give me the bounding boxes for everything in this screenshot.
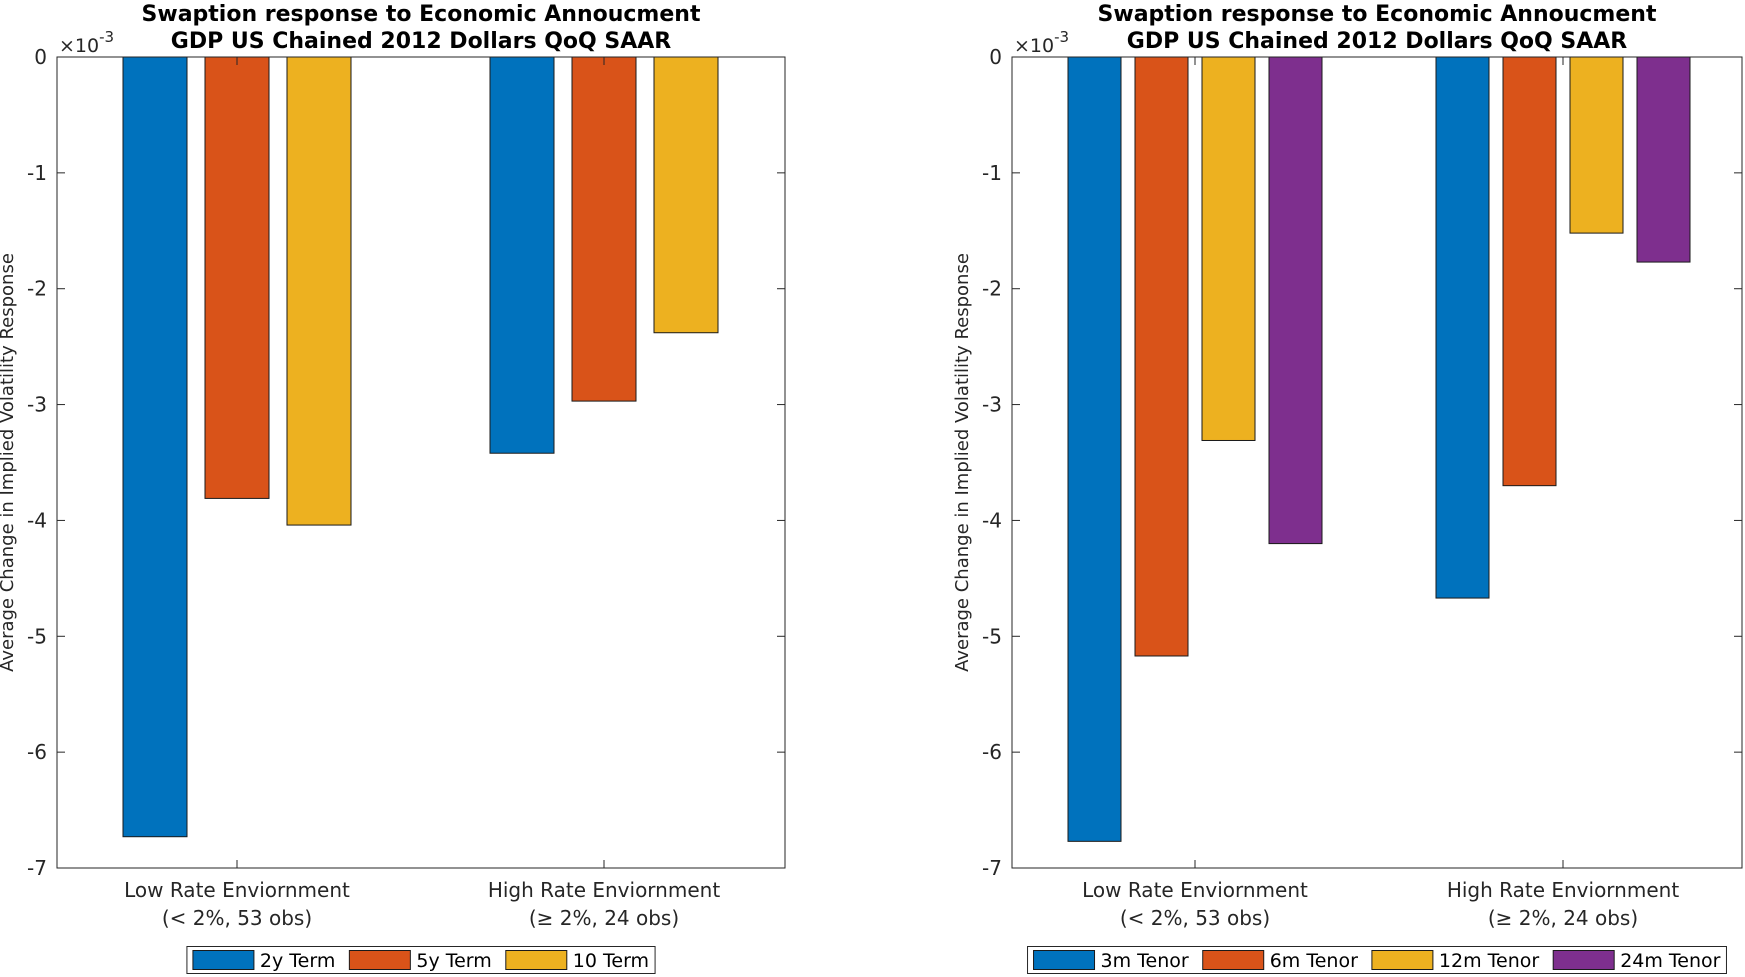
- y-tick-label: 0: [34, 45, 47, 69]
- legend-label-1: 2y Term: [260, 950, 335, 972]
- x-category-label-line: (< 2%, 53 obs): [1120, 906, 1270, 930]
- legend-box: [186, 946, 656, 974]
- y-tick-label: -4: [982, 508, 1002, 532]
- y-tick-label: 0: [989, 45, 1002, 69]
- bar-12m-tenor-group-1: [1201, 56, 1256, 441]
- y-tick-label: -2: [982, 277, 1002, 301]
- x-category-label-line: High Rate Enviornment: [488, 878, 720, 902]
- y-tick-label: -3: [27, 393, 47, 417]
- bar-12m-tenor-group-2: [1569, 56, 1624, 234]
- bar-6m-tenor-group-1: [1134, 56, 1189, 657]
- chart-panel-2: 0 -1 -2 -3 -4 -5 -6 -7 Low Rate Enviornment (< 2%…: [952, 2, 1743, 974]
- chart-title-line-2: GDP US Chained 2012 Dollars QoQ SAAR: [171, 29, 672, 54]
- y-exponent-label: ×10-3: [1014, 28, 1069, 57]
- legend-label-4: 24m Tenor: [1620, 950, 1720, 972]
- y-tick-label: -1: [982, 161, 1002, 185]
- y-tick-label: -1: [27, 161, 47, 185]
- legend-swatch-3: [505, 950, 568, 970]
- legend-label-2: 5y Term: [416, 950, 491, 972]
- bar-2y-term-group-2: [489, 56, 555, 454]
- legend-swatch-4: [1552, 950, 1615, 970]
- axes-frame: [1011, 56, 1743, 869]
- y-tick-label: -3: [982, 393, 1002, 417]
- x-category-label-line: Low Rate Enviornment: [1082, 878, 1308, 902]
- x-category-label: Low Rate Enviornment (< 2%, 53 obs): [1082, 878, 1308, 930]
- legend-label-3: 12m Tenor: [1439, 950, 1539, 972]
- y-exponent-base: ×10: [59, 35, 99, 57]
- y-tick-label: -5: [982, 624, 1002, 648]
- bar-24m-tenor-group-2: [1636, 56, 1691, 263]
- x-category-label: Low Rate Enviornment (< 2%, 53 obs): [124, 878, 350, 930]
- legend: 3m Tenor 6m Tenor 12m Tenor 24m Tenor: [1027, 946, 1727, 974]
- y-tick-label: -6: [982, 740, 1002, 764]
- bar-6m-tenor-group-2: [1502, 56, 1557, 487]
- chart-title-line-1: Swaption response to Economic Annoucment: [142, 2, 701, 27]
- y-tick-label: -4: [27, 508, 47, 532]
- y-exponent-label: ×10-3: [59, 28, 114, 57]
- bar-24m-tenor-group-1: [1268, 56, 1323, 545]
- bar-10-term-group-1: [286, 56, 352, 526]
- y-exponent-power: -3: [1054, 28, 1069, 46]
- y-tick-label: -7: [27, 856, 47, 880]
- bar-5y-term-group-1: [204, 56, 270, 499]
- x-category-label-line: High Rate Enviornment: [1447, 878, 1679, 902]
- x-category-label-line: (≥ 2%, 24 obs): [529, 906, 679, 930]
- bar-2y-term-group-1: [122, 56, 188, 838]
- x-category-label: High Rate Enviornment (≥ 2%, 24 obs): [488, 878, 720, 930]
- axes-frame: [56, 56, 786, 869]
- bar-3m-tenor-group-2: [1435, 56, 1490, 599]
- chart-panel-1: 0 -1 -2 -3 -4 -5 -6 -7 Low Rate Enviornment (< 2%…: [0, 2, 786, 974]
- x-category-label: High Rate Enviornment (≥ 2%, 24 obs): [1447, 878, 1679, 930]
- legend-label-3: 10 Term: [573, 950, 649, 972]
- chart-title-line-2: GDP US Chained 2012 Dollars QoQ SAAR: [1127, 29, 1628, 54]
- legend-label-1: 3m Tenor: [1101, 950, 1189, 972]
- legend-swatch-2: [348, 950, 411, 970]
- x-category-label-line: Low Rate Enviornment: [124, 878, 350, 902]
- legend-swatch-1: [1033, 950, 1096, 970]
- chart-title-line-1: Swaption response to Economic Annoucment: [1098, 2, 1657, 27]
- y-axis-label: Average Change in Implied Volatility Res…: [952, 253, 973, 672]
- y-exponent-power: -3: [99, 28, 114, 46]
- y-exponent-base: ×10: [1014, 35, 1054, 57]
- bar-10-term-group-2: [653, 56, 719, 334]
- bar-3m-tenor-group-1: [1067, 56, 1122, 842]
- legend: 2y Term 5y Term 10 Term: [186, 946, 656, 974]
- bar-5y-term-group-2: [571, 56, 637, 402]
- legend-label-2: 6m Tenor: [1270, 950, 1358, 972]
- y-tick-label: -7: [982, 856, 1002, 880]
- x-category-label-line: (< 2%, 53 obs): [162, 906, 312, 930]
- x-category-label-line: (≥ 2%, 24 obs): [1488, 906, 1638, 930]
- y-tick-label: -6: [27, 740, 47, 764]
- y-axis-label: Average Change in Implied Volatility Res…: [0, 253, 18, 672]
- legend-swatch-1: [192, 950, 255, 970]
- y-tick-label: -5: [27, 624, 47, 648]
- legend-swatch-2: [1202, 950, 1265, 970]
- y-tick-label: -2: [27, 277, 47, 301]
- legend-swatch-3: [1371, 950, 1434, 970]
